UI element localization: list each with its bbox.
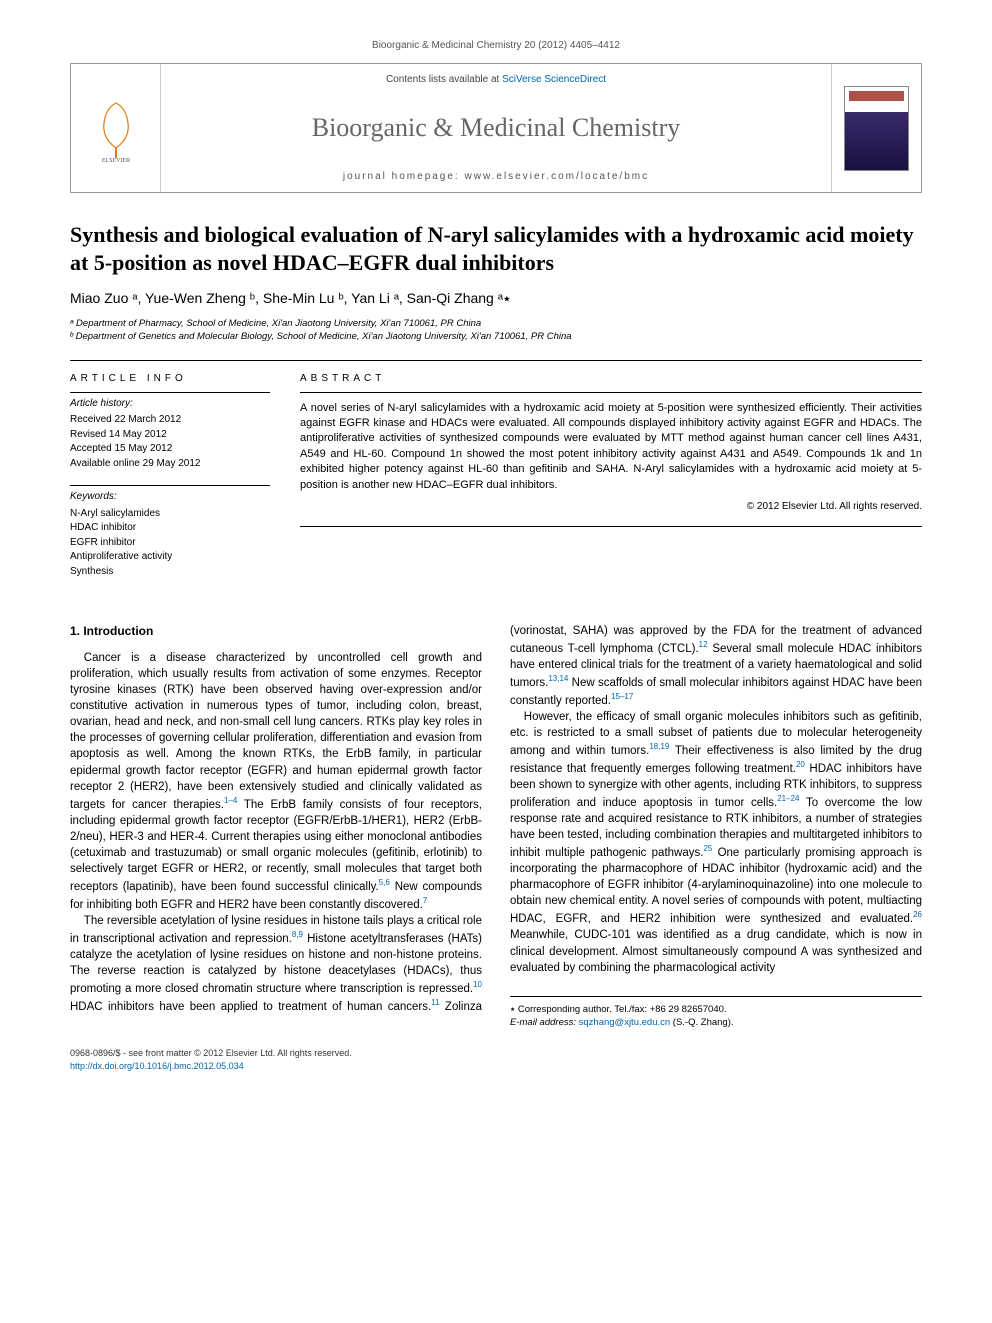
homepage-line: journal homepage: www.elsevier.com/locat… — [161, 171, 831, 182]
history-revised: Revised 14 May 2012 — [70, 428, 270, 443]
ref-1-4[interactable]: 1–4 — [224, 796, 237, 805]
ref-11[interactable]: 11 — [431, 998, 439, 1007]
intro-p3: However, the efficacy of small organic m… — [510, 709, 922, 976]
section-1-heading: 1. Introduction — [70, 623, 482, 640]
abstract-heading: ABSTRACT — [300, 373, 922, 384]
banner-center: Contents lists available at SciVerse Sci… — [161, 64, 831, 192]
ref-7[interactable]: 7 — [423, 896, 427, 905]
keyword: Synthesis — [70, 565, 270, 580]
elsevier-tree-logo: ELSEVIER — [86, 93, 146, 163]
ref-18-19[interactable]: 18,19 — [649, 742, 669, 751]
email-suffix: (S.-Q. Zhang). — [670, 1017, 733, 1028]
contents-prefix: Contents lists available at — [386, 74, 502, 85]
info-rule-1 — [70, 392, 270, 393]
abstract-copyright: © 2012 Elsevier Ltd. All rights reserved… — [300, 501, 922, 512]
journal-name: Bioorganic & Medicinal Chemistry — [161, 113, 831, 143]
ref-26[interactable]: 26 — [913, 910, 922, 919]
ref-8-9[interactable]: 8,9 — [292, 930, 303, 939]
publisher-logo-box: ELSEVIER — [71, 64, 161, 192]
history-online: Available online 29 May 2012 — [70, 457, 270, 472]
keyword: N-Aryl salicylamides — [70, 507, 270, 522]
info-rule-2 — [70, 485, 270, 486]
authors-line: Miao Zuo ᵃ, Yue-Wen Zheng ᵇ, She-Min Lu … — [70, 290, 922, 307]
abstract-column: ABSTRACT A novel series of N-aryl salicy… — [300, 365, 922, 594]
sciencedirect-link[interactable]: SciVerse ScienceDirect — [502, 74, 606, 85]
history-accepted: Accepted 15 May 2012 — [70, 442, 270, 457]
contents-line: Contents lists available at SciVerse Sci… — [161, 74, 831, 85]
abstract-rule — [300, 392, 922, 393]
journal-banner: ELSEVIER Contents lists available at Sci… — [70, 63, 922, 193]
ref-25[interactable]: 25 — [703, 844, 712, 853]
keyword: HDAC inhibitor — [70, 521, 270, 536]
article-history: Article history: Received 22 March 2012 … — [70, 397, 270, 472]
affiliations: ᵃ Department of Pharmacy, School of Medi… — [70, 317, 922, 344]
article-info-column: ARTICLE INFO Article history: Received 2… — [70, 365, 270, 594]
abstract-text: A novel series of N-aryl salicylamides w… — [300, 401, 922, 493]
affiliation-a: ᵃ Department of Pharmacy, School of Medi… — [70, 317, 922, 330]
ref-5-6[interactable]: 5,6 — [379, 878, 390, 887]
keyword: Antiproliferative activity — [70, 550, 270, 565]
doi-link[interactable]: http://dx.doi.org/10.1016/j.bmc.2012.05.… — [70, 1061, 244, 1071]
email-line: E-mail address: sqzhang@xjtu.edu.cn (S.-… — [510, 1016, 922, 1029]
body-columns: 1. Introduction Cancer is a disease char… — [70, 623, 922, 1029]
svg-text:ELSEVIER: ELSEVIER — [101, 158, 129, 163]
homepage-prefix: journal homepage: — [343, 171, 465, 182]
email-label: E-mail address: — [510, 1017, 579, 1028]
keywords-label: Keywords: — [70, 490, 270, 505]
footnote-block: ٭ Corresponding author. Tel./fax: +86 29… — [510, 996, 922, 1030]
homepage-url: www.elsevier.com/locate/bmc — [465, 171, 650, 182]
rule-top — [70, 360, 922, 361]
ref-12[interactable]: 12 — [699, 640, 708, 649]
affiliation-b: ᵇ Department of Genetics and Molecular B… — [70, 330, 922, 343]
abstract-rule-bottom — [300, 526, 922, 527]
info-abstract-row: ARTICLE INFO Article history: Received 2… — [70, 365, 922, 594]
intro-p1: Cancer is a disease characterized by unc… — [70, 650, 482, 913]
ref-13-14[interactable]: 13,14 — [548, 674, 568, 683]
ref-21-24[interactable]: 21–24 — [777, 794, 799, 803]
history-received: Received 22 March 2012 — [70, 413, 270, 428]
keyword: EGFR inhibitor — [70, 536, 270, 551]
cover-box — [831, 64, 921, 192]
keywords-block: Keywords: N-Aryl salicylamides HDAC inhi… — [70, 490, 270, 579]
ref-15-17[interactable]: 15–17 — [611, 692, 633, 701]
page-header-citation: Bioorganic & Medicinal Chemistry 20 (201… — [70, 40, 922, 51]
ref-10[interactable]: 10 — [473, 980, 482, 989]
journal-cover-thumb — [844, 86, 909, 171]
email-link[interactable]: sqzhang@xjtu.edu.cn — [579, 1017, 671, 1028]
bottom-meta: 0968-0896/$ - see front matter © 2012 El… — [70, 1047, 922, 1072]
ref-20[interactable]: 20 — [796, 760, 805, 769]
article-info-heading: ARTICLE INFO — [70, 373, 270, 384]
history-label: Article history: — [70, 397, 270, 412]
article-title: Synthesis and biological evaluation of N… — [70, 221, 922, 276]
corresponding-author: ٭ Corresponding author. Tel./fax: +86 29… — [510, 1003, 922, 1016]
front-matter-line: 0968-0896/$ - see front matter © 2012 El… — [70, 1047, 922, 1060]
